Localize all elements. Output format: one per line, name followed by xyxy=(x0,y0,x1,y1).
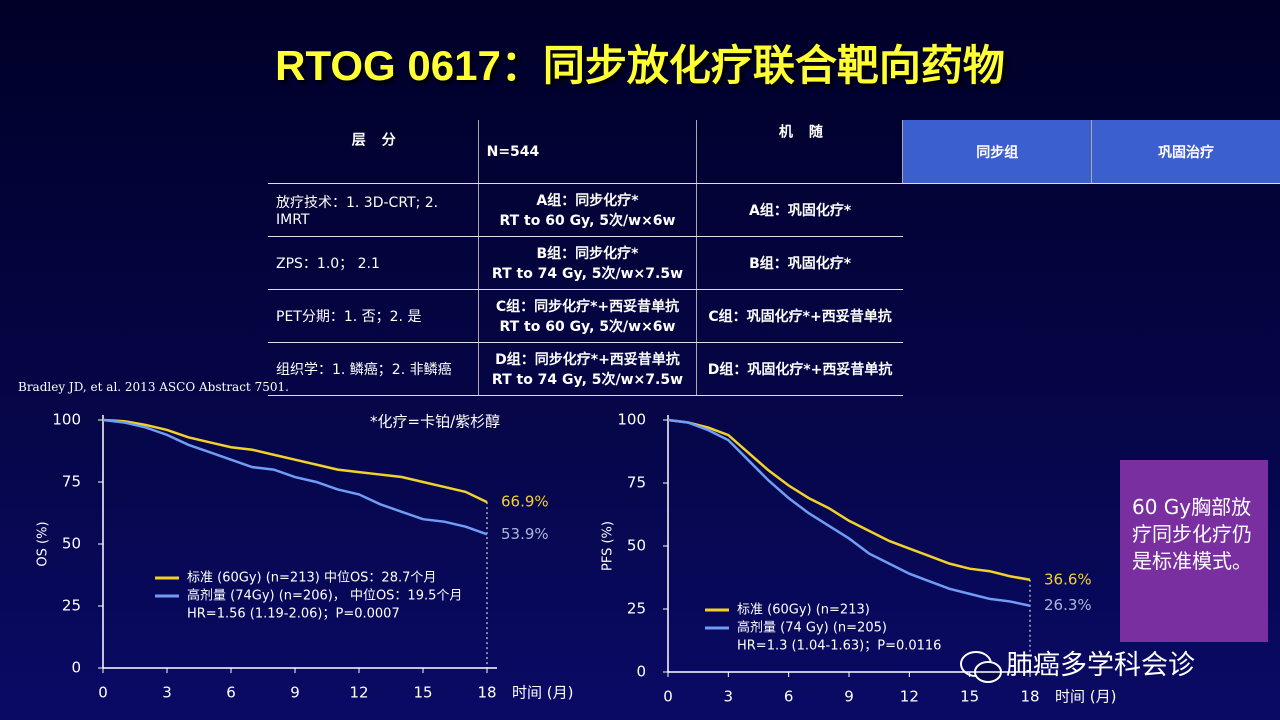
stat: HR=1.3 (1.04-1.63)；P=0.0116 xyxy=(737,639,941,654)
consolidation-cell: A组：巩固化疗* xyxy=(696,183,903,237)
cell-line: D组：同步化疗*+西妥昔单抗 xyxy=(495,352,680,368)
concurrent-cell: B组：同步化疗* RT to 74 Gy, 5次/w×7.5w xyxy=(477,236,697,290)
cell-line: RT to 60 Gy, 5次/w×6w xyxy=(499,319,676,335)
randomize-label: 随机 xyxy=(696,120,904,184)
y-tick-label: 50 xyxy=(62,535,81,553)
design-table: 分层 N=544 随机 同步组 巩固治疗 放疗技术：1. 3D-CRT; 2. … xyxy=(268,120,1280,396)
legend-label: 标准 (60Gy) (n=213) xyxy=(737,603,870,618)
header: 巩固治疗 xyxy=(1091,120,1280,184)
legend-label: 标准 (60Gy) (n=213) 中位OS：28.7个月 xyxy=(187,571,436,586)
consolidation-cell: D组：巩固化疗*+西妥昔单抗 xyxy=(696,342,903,396)
stratify-label: 分层 xyxy=(268,120,479,184)
cell-line: B组：同步化疗* xyxy=(536,246,639,262)
survival-curve xyxy=(667,418,1031,607)
y-tick-label: 75 xyxy=(62,473,81,491)
cell-line: RT to 74 Gy, 5次/w×7.5w xyxy=(491,266,684,282)
y-tick-label: 100 xyxy=(617,411,646,429)
end-label: 66.9% xyxy=(501,493,549,511)
y-tick-label: 25 xyxy=(62,597,81,615)
legend-label: 高剂量 (74Gy) (n=206)， 中位OS：19.5个月 xyxy=(187,588,462,604)
x-tick-label: 6 xyxy=(784,688,794,706)
y-tick-label: 50 xyxy=(627,537,646,555)
end-label: 36.6% xyxy=(1044,570,1092,588)
stratum: ZPS：1.0； 2.1 xyxy=(268,236,479,290)
end-label: 26.3% xyxy=(1044,596,1092,614)
cell-line: C组：同步化疗*+西妥昔单抗 xyxy=(495,299,680,315)
x-axis-label: 时间 (月) xyxy=(1055,688,1116,706)
x-axis-label: 时间 (月) xyxy=(512,684,573,702)
legend-label: 高剂量 (74 Gy) (n=205) xyxy=(737,620,887,636)
concurrent-cell: D组：同步化疗*+西妥昔单抗 RT to 74 Gy, 5次/w×7.5w xyxy=(477,342,697,396)
x-tick-label: 9 xyxy=(844,688,854,706)
x-tick-label: 9 xyxy=(290,684,300,702)
survival-curve xyxy=(667,418,1031,581)
x-tick-label: 18 xyxy=(477,684,496,702)
watermark-text: 肺癌多学科会诊 xyxy=(1006,650,1195,681)
x-tick-label: 0 xyxy=(98,684,108,702)
note-box: 60 Gy胸部放疗同步化疗仍是标准模式。 xyxy=(1120,460,1268,642)
consolidation-cell: C组：巩固化疗*+西妥昔单抗 xyxy=(696,289,903,343)
y-tick-label: 0 xyxy=(636,663,646,681)
cell-line: RT to 74 Gy, 5次/w×7.5w xyxy=(491,372,684,388)
y-axis-label: PFS (%) xyxy=(601,521,616,571)
survival-curve xyxy=(102,418,488,536)
consolidation-cell: B组：巩固化疗* xyxy=(696,236,903,290)
x-tick-label: 18 xyxy=(1020,688,1039,706)
watermark: 肺癌多学科会诊 xyxy=(960,643,1195,687)
title: RTOG 0617：同步放化疗联合靶向药物 xyxy=(275,42,1005,89)
y-axis-label: OS (%) xyxy=(36,521,51,566)
stat: HR=1.56 (1.19-2.06)；P=0.0007 xyxy=(187,607,400,622)
x-tick-label: 12 xyxy=(900,688,919,706)
x-tick-label: 6 xyxy=(226,684,236,702)
concurrent-cell: A组：同步化疗* RT to 60 Gy, 5次/w×6w xyxy=(477,183,697,237)
x-tick-label: 12 xyxy=(349,684,368,702)
stratum: PET分期：1. 否；2. 是 xyxy=(268,289,479,343)
y-tick-label: 100 xyxy=(52,411,81,429)
x-tick-label: 3 xyxy=(724,688,734,706)
header: 同步组 xyxy=(902,120,1092,184)
concurrent-cell: C组：同步化疗*+西妥昔单抗 RT to 60 Gy, 5次/w×6w xyxy=(477,289,697,343)
y-tick-label: 0 xyxy=(71,659,81,677)
x-tick-label: 15 xyxy=(413,684,432,702)
x-tick-label: 0 xyxy=(663,688,673,706)
stratum: 组织学：1. 鳞癌；2. 非鳞癌 xyxy=(268,342,479,396)
x-tick-label: 3 xyxy=(162,684,172,702)
y-tick-label: 75 xyxy=(627,474,646,492)
annotation: *化疗=卡铂/紫杉醇 xyxy=(370,413,500,431)
end-label: 53.9% xyxy=(501,525,549,543)
y-tick-label: 25 xyxy=(627,600,646,618)
cell-line: A组：同步化疗* xyxy=(536,193,639,209)
survival-curve xyxy=(102,418,488,504)
n: N=544 xyxy=(478,120,697,184)
cell-line: RT to 60 Gy, 5次/w×6w xyxy=(499,213,676,229)
reference: Bradley JD, et al. 2013 ASCO Abstract 75… xyxy=(18,380,289,394)
stratum: 放疗技术：1. 3D-CRT; 2. IMRT xyxy=(268,183,479,237)
x-tick-label: 15 xyxy=(960,688,979,706)
